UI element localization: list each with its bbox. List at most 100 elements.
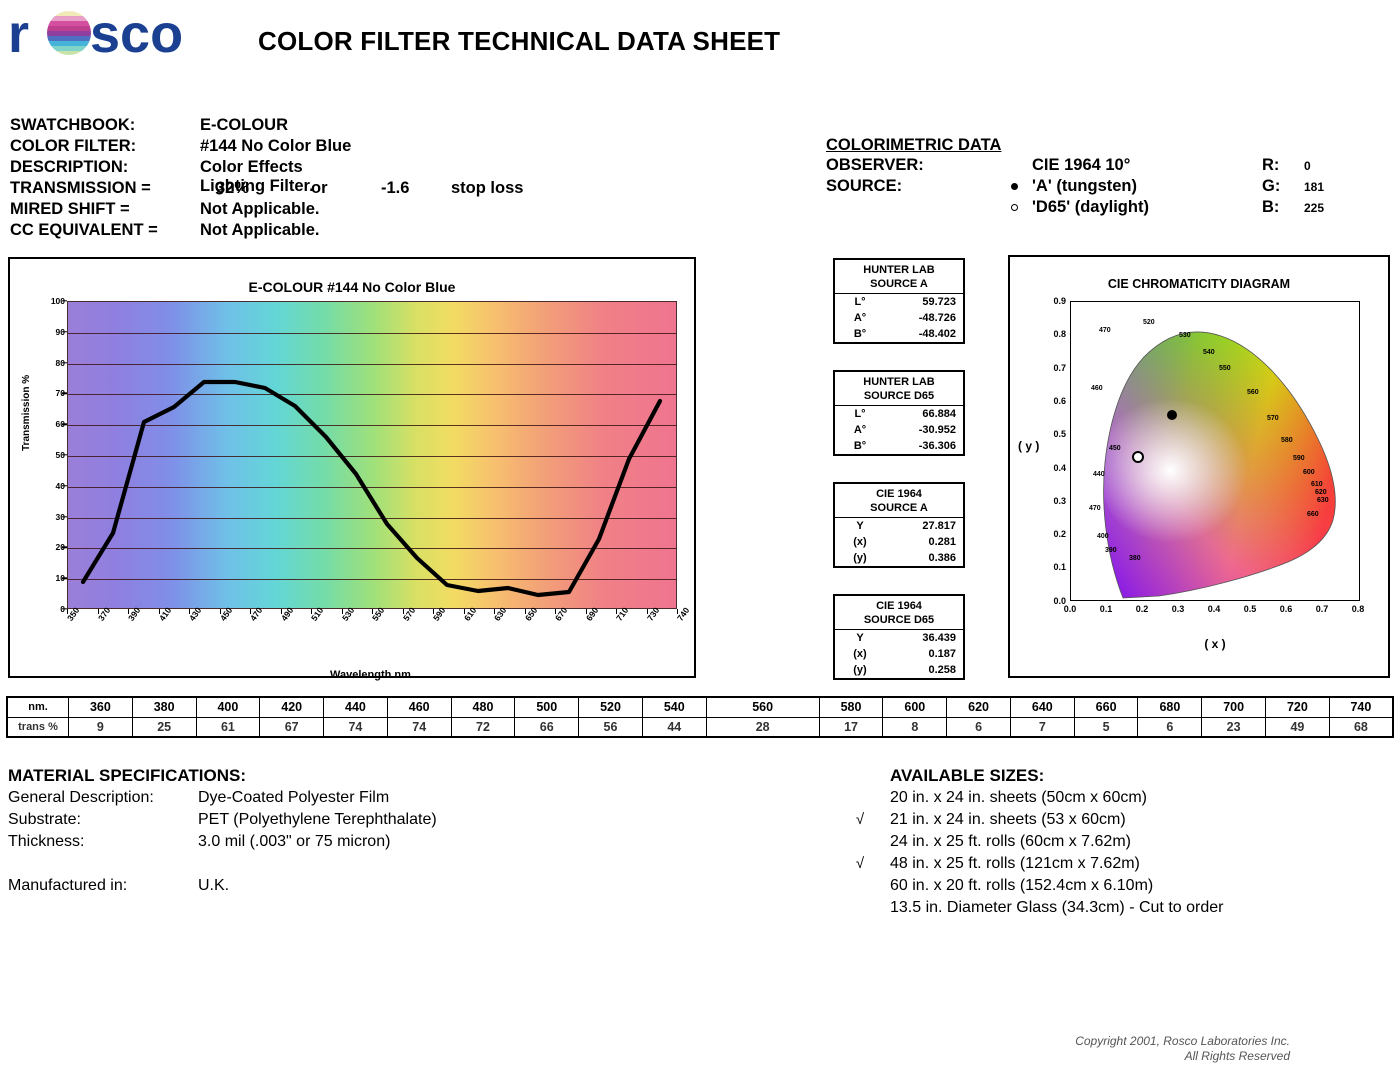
cie-diagram-title: CIE CHROMATICITY DIAGRAM bbox=[1107, 277, 1291, 291]
svg-text:r: r bbox=[8, 6, 29, 62]
stop-loss-unit: stop loss bbox=[451, 179, 524, 197]
svg-text:390: 390 bbox=[1105, 547, 1117, 554]
b-value: 225 bbox=[1304, 201, 1325, 215]
chart-x-tick bbox=[128, 609, 130, 614]
spec-row-cc-equivalent: CC EQUIVALENT = Not Applicable. bbox=[10, 221, 523, 242]
table-row: (x) 0.281 bbox=[835, 534, 963, 550]
chart-x-tick bbox=[677, 609, 679, 614]
material-heading: MATERIAL SPECIFICATIONS: bbox=[8, 766, 246, 785]
hunter-a-key-2: B° bbox=[853, 328, 867, 340]
material-val-1: PET (Polyethylene Terephthalate) bbox=[198, 811, 437, 828]
table-cell-trans: 6 bbox=[1137, 716, 1202, 736]
material-key-0: General Description: bbox=[8, 789, 154, 806]
colorimetric-data-block: COLORIMETRIC DATA OBSERVER: CIE 1964 10°… bbox=[826, 136, 1364, 219]
cie-locus-labels: 470 520 530 540 550 560 570 580 590 600 61062… bbox=[1089, 319, 1329, 562]
hunter-a-val-1: -48.726 bbox=[918, 312, 956, 324]
svg-text:520: 520 bbox=[1143, 319, 1155, 326]
cie-x-axis-title: ( x ) bbox=[1204, 637, 1226, 651]
available-sizes: AVAILABLE SIZES: 20 in. x 24 in. sheets … bbox=[856, 766, 1224, 921]
chart-x-tick bbox=[341, 609, 343, 614]
table-cell-nm: 380 bbox=[131, 698, 197, 717]
check-icon: √ bbox=[855, 811, 865, 828]
size-option-label: 21 in. x 24 in. sheets (53 x 60cm) bbox=[890, 811, 1126, 828]
table-row: A° -30.952 bbox=[835, 422, 963, 438]
source-a-marker bbox=[996, 177, 1032, 196]
chart-x-tick-label: 740 bbox=[675, 605, 692, 623]
source-d65-marker bbox=[996, 198, 1032, 217]
hunter-d65-title-1: HUNTER LAB bbox=[863, 376, 935, 388]
table-cell-nm: 520 bbox=[578, 698, 643, 717]
cie-x-tick-label: 0.7 bbox=[1315, 604, 1329, 614]
chart-x-tick bbox=[158, 609, 160, 614]
cie-d65-key-0: Y bbox=[856, 632, 864, 644]
table-row: Y 27.817 bbox=[835, 518, 963, 534]
cie-a-key-2: (y) bbox=[853, 552, 867, 564]
transmission-or: or bbox=[311, 179, 328, 197]
table-cell-trans: 9 bbox=[68, 716, 133, 736]
table-cell-nm: 360 bbox=[68, 698, 133, 717]
hunter-a-key-1: A° bbox=[853, 312, 867, 324]
cie-gamut-svg bbox=[1103, 331, 1336, 599]
cie-d65-val-2: 0.258 bbox=[928, 664, 956, 676]
marker-source-d65 bbox=[1132, 451, 1144, 463]
hunter-d65-val-2: -36.306 bbox=[918, 440, 956, 452]
table-row: A° -48.726 bbox=[835, 310, 963, 326]
material-key-2: Thickness: bbox=[8, 833, 85, 850]
table-cell-nm: 700 bbox=[1201, 698, 1266, 717]
table-header-trans: trans % bbox=[8, 716, 69, 736]
svg-text:400: 400 bbox=[1097, 533, 1109, 540]
manufactured-value: U.K. bbox=[198, 877, 230, 894]
size-option-row[interactable]: 20 in. x 24 in. sheets (50cm x 60cm) bbox=[890, 789, 1223, 811]
transmission-data-table: nm. 360 380 400 420 440 460 480 500 520 540 560 580… bbox=[6, 696, 1394, 738]
chart-plot-wrapper: Transmission % bbox=[21, 296, 692, 681]
rosco-logo: r sco bbox=[8, 6, 240, 62]
cie-x-tick-label: 0.1 bbox=[1099, 604, 1113, 614]
table-row-nm: nm. 360 380 400 420 440 460 480 500 520 540 560 580… bbox=[8, 698, 1392, 717]
copyright-line-2: All Rights Reserved bbox=[1184, 1049, 1290, 1063]
table-cell-nm: 600 bbox=[882, 698, 947, 717]
cie-d65-val-1: 0.187 bbox=[928, 648, 956, 660]
table-row: Y 36.439 bbox=[835, 630, 963, 646]
cie-plot-area: 470 520 530 540 550 560 570 580 590 600 610 62… bbox=[1070, 301, 1360, 601]
marker-source-a bbox=[1167, 410, 1177, 420]
cie-a-title-2: SOURCE A bbox=[870, 502, 928, 514]
table-cell-trans: 67 bbox=[259, 716, 324, 736]
chart-x-tick bbox=[250, 609, 252, 614]
table-cell-trans: 49 bbox=[1265, 716, 1330, 736]
cc-equivalent-value: Not Applicable. bbox=[200, 221, 320, 239]
size-option-label: 20 in. x 24 in. sheets (50cm x 60cm) bbox=[890, 789, 1147, 806]
size-option-row[interactable]: √ 48 in. x 25 ft. rolls (121cm x 7.62m) bbox=[856, 855, 1223, 877]
hunter-a-title-2: SOURCE A bbox=[870, 278, 928, 290]
svg-text:380: 380 bbox=[1129, 555, 1141, 562]
chart-x-tick bbox=[524, 609, 526, 614]
sizes-heading: AVAILABLE SIZES: bbox=[890, 766, 1045, 785]
size-option-row[interactable]: 24 in. x 25 ft. rolls (60cm x 7.62m) bbox=[890, 833, 1223, 855]
cie-x-tick-label: 0.6 bbox=[1279, 604, 1293, 614]
table-row: (y) 0.258 bbox=[835, 662, 963, 678]
chart-x-tick bbox=[219, 609, 221, 614]
source-d65-row: 'D65' (daylight) B: 225 bbox=[826, 198, 1364, 219]
material-key-1: Substrate: bbox=[8, 811, 81, 828]
svg-text:440: 440 bbox=[1093, 471, 1105, 478]
table-cell-trans: 74 bbox=[323, 716, 388, 736]
cie-1964-source-d65-table: CIE 1964 SOURCE D65 Y 36.439 (x) 0.187 (y)… bbox=[833, 594, 965, 680]
chart-x-tick bbox=[402, 609, 404, 614]
material-val-0: Dye-Coated Polyester Film bbox=[198, 789, 390, 806]
size-option-row[interactable]: 60 in. x 20 ft. rolls (152.4cm x 6.10m) bbox=[890, 877, 1223, 899]
hunter-lab-source-d65-table: HUNTER LAB SOURCE D65 L° 66.884 A° -30.952… bbox=[833, 370, 965, 456]
table-cell-nm: 740 bbox=[1328, 698, 1392, 717]
chart-x-tick bbox=[189, 609, 191, 614]
size-option-row[interactable]: √ 21 in. x 24 in. sheets (53 x 60cm) bbox=[856, 811, 1223, 833]
observer-label: OBSERVER: bbox=[826, 156, 924, 174]
table-cell-nm: 540 bbox=[641, 698, 707, 717]
cie-x-tick-label: 0.8 bbox=[1351, 604, 1365, 614]
table-row: (y) 0.386 bbox=[835, 550, 963, 566]
cie-d65-title-2: SOURCE D65 bbox=[863, 614, 935, 626]
cie-x-tick-label: 0.3 bbox=[1171, 604, 1185, 614]
hunter-d65-key-2: B° bbox=[853, 440, 867, 452]
open-circle-icon bbox=[1010, 204, 1018, 212]
size-option-row[interactable]: 13.5 in. Diameter Glass (34.3cm) - Cut t… bbox=[890, 899, 1223, 921]
table-cell-trans: 5 bbox=[1073, 716, 1138, 736]
cie-a-val-2: 0.386 bbox=[928, 552, 956, 564]
chart-x-axis-title: Wavelength nm. bbox=[330, 669, 414, 681]
